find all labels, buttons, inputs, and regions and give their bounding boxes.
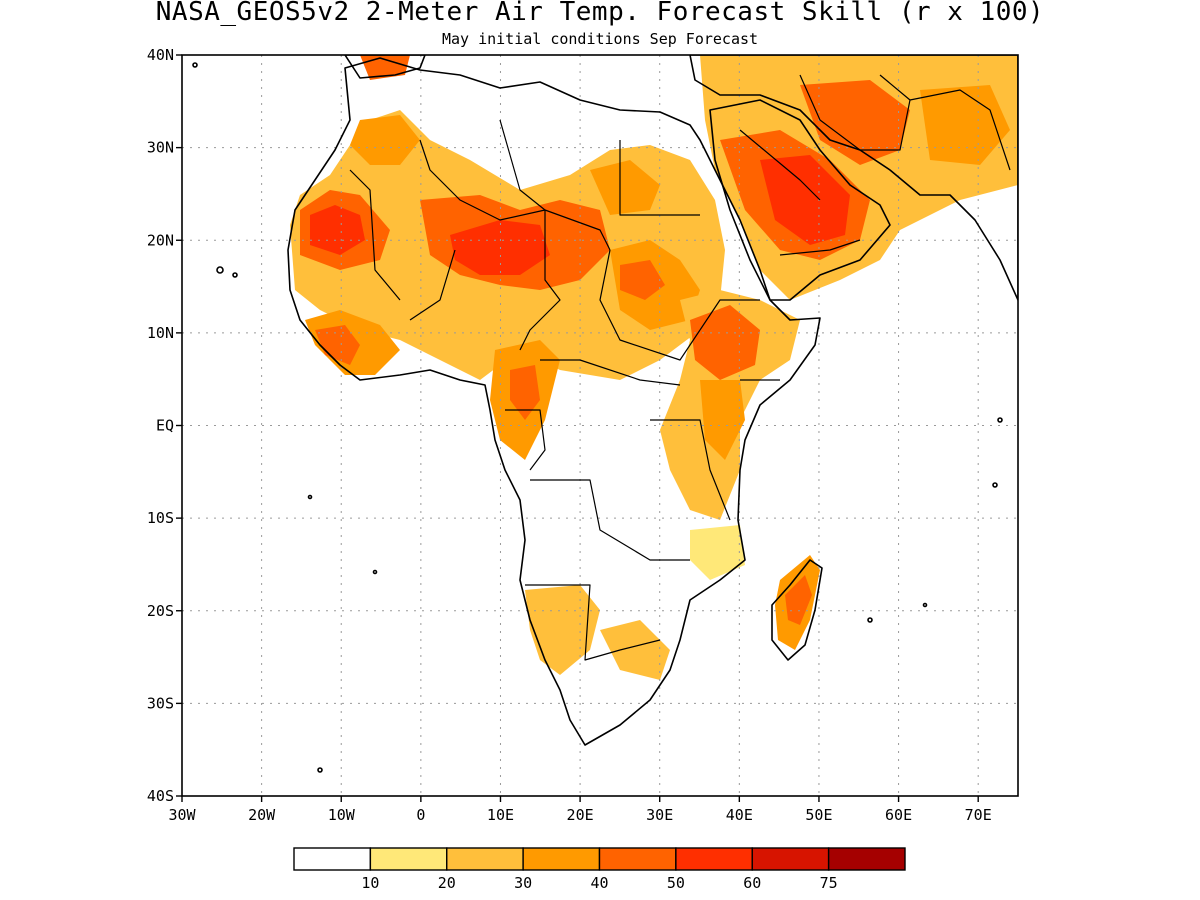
lon-tick-label: 40E (726, 806, 753, 824)
lon-tick-label: 10E (487, 806, 514, 824)
skill-region-sierra-leone (315, 325, 360, 365)
skill-region-iran (800, 80, 910, 165)
border-yemen (779, 239, 861, 256)
skill-region-south-africa (600, 620, 670, 680)
colorbar-swatch (293, 847, 372, 871)
skill-region-sudan-core (620, 260, 665, 300)
border-congo (505, 409, 546, 471)
colorbar-label: 75 (820, 874, 838, 892)
border-niger-chad (519, 210, 561, 351)
colorbar-label: 60 (743, 874, 761, 892)
border-namibia-botswana (525, 584, 661, 661)
colorbar-label: 40 (590, 874, 608, 892)
country-borders (349, 74, 1011, 661)
colorbar-label: 20 (438, 874, 456, 892)
border-algeria-south (419, 139, 611, 251)
border-iran (799, 74, 911, 151)
lat-tick-label: 30N (147, 139, 174, 157)
lon-tick-label: 0 (416, 806, 425, 824)
gridlines (182, 55, 1018, 796)
border-drc-angola (530, 479, 690, 561)
border-libya-egypt (619, 140, 700, 216)
skill-region-libya (590, 160, 660, 215)
lat-tick-label: EQ (156, 417, 174, 435)
europe-coastline (344, 55, 426, 79)
border-mali-niger (409, 249, 456, 321)
skill-region-ethiopia (690, 305, 760, 380)
lat-tick-label: 20S (147, 602, 174, 620)
colorbar-label: 30 (514, 874, 532, 892)
border-ethiopia (699, 299, 760, 331)
skill-region-madagascar-core (785, 575, 812, 625)
colorbar-swatch (446, 847, 524, 871)
skill-region-mozambique (690, 525, 745, 580)
lat-tick-label: 10N (147, 324, 174, 342)
lat-tick-label: 20N (147, 231, 174, 249)
border-algeria-libya (499, 119, 546, 211)
lon-tick-label: 10W (328, 806, 356, 824)
colorbar-swatch (598, 847, 677, 871)
colorbar-swatch (827, 847, 906, 871)
lon-tick-label: 30E (646, 806, 673, 824)
border-mauritania-mali (349, 169, 401, 301)
skill-region-namibia (525, 585, 600, 675)
map-subtitle: May initial conditions Sep Forecast (442, 30, 758, 48)
lon-tick-label: 60E (885, 806, 912, 824)
lat-tick-label: 10S (147, 509, 174, 527)
coastlines (287, 55, 1018, 746)
colorbar-swatch (675, 847, 753, 871)
border-car (540, 359, 681, 386)
colorbar-swatch (522, 847, 601, 871)
lat-tick-label: 40N (147, 46, 174, 64)
skill-region-afghanistan (920, 85, 1010, 165)
lat-tick-label: 40S (147, 787, 174, 805)
lon-tick-label: 20E (567, 806, 594, 824)
border-tanzania (650, 419, 731, 521)
border-afghanistan (909, 89, 1011, 171)
colorbar-label: 10 (361, 874, 379, 892)
border-saudi-north (739, 129, 821, 201)
islands (192, 62, 1003, 773)
colorbar: 10 20 30 40 50 60 75 (293, 847, 906, 892)
lon-tick-label: 30W (168, 806, 196, 824)
map-plot-area (182, 55, 1018, 796)
skill-region-morocco (350, 115, 420, 165)
map-title: NASA_GEOS5v2 2-Meter Air Temp. Forecast … (156, 0, 1044, 27)
latitude-axis: 40N 30N 20N 10N EQ 10S 20S 30S 40S (147, 46, 182, 805)
madagascar-coastline (771, 559, 823, 661)
colorbar-swatch (369, 847, 448, 871)
lat-tick-label: 30S (147, 694, 174, 712)
colorbar-label: 50 (667, 874, 685, 892)
skill-region-cameroon-core (510, 365, 540, 420)
skill-region-kenya (700, 380, 745, 460)
lon-tick-label: 70E (965, 806, 992, 824)
border-sudan (599, 249, 701, 361)
africa-coastline (287, 57, 821, 746)
skill-region-mauritania-core (310, 205, 365, 255)
lon-tick-label: 50E (805, 806, 832, 824)
colorbar-swatch (751, 847, 830, 871)
longitude-axis: 30W 20W 10W 0 10E 20E 30E 40E 50E 60E 70E (168, 796, 992, 824)
asia-coastline (689, 55, 1018, 301)
skill-shading (290, 55, 1018, 680)
skill-region-arabia-core (760, 155, 850, 245)
lon-tick-label: 20W (248, 806, 276, 824)
arabia-coastline (709, 99, 891, 301)
